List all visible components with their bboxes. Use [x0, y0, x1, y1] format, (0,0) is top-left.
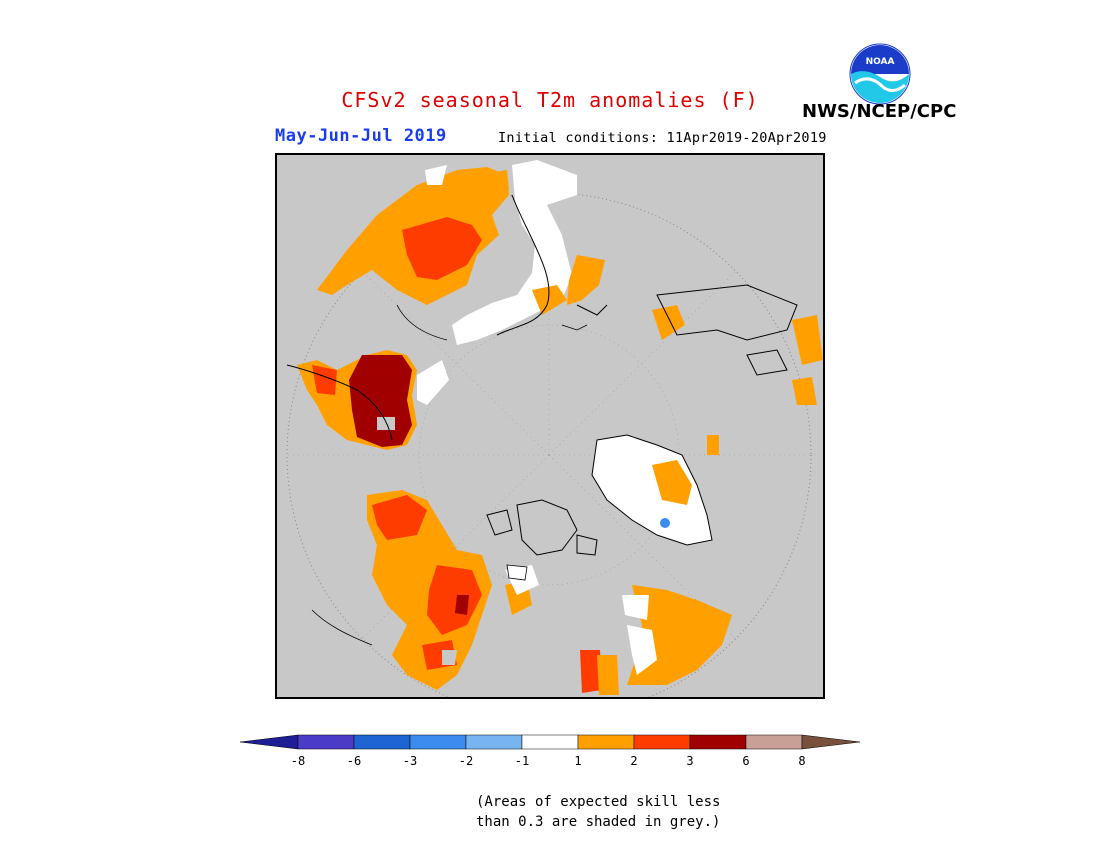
anomaly-region-scandinavia	[349, 355, 412, 447]
colorbar-tick-label: -3	[402, 754, 418, 768]
forecast-period: May-Jun-Jul 2019	[275, 126, 447, 146]
colorbar-swatch	[521, 734, 579, 750]
anomaly-region-greenland	[592, 435, 712, 545]
colorbar-tick-label: -8	[290, 754, 306, 768]
initial-conditions: Initial conditions: 11Apr2019-20Apr2019	[498, 130, 827, 146]
cold-anomaly-spot	[660, 518, 670, 528]
colorbar-tick-label: 1	[574, 754, 582, 768]
colorbar-swatch	[409, 734, 467, 750]
agency-label: NWS/NCEP/CPC	[802, 101, 957, 122]
colorbar-tick-label: 2	[630, 754, 638, 768]
skill-note-line1: (Areas of expected skill less	[476, 794, 721, 810]
colorbar-swatch	[633, 734, 691, 750]
logo-text: NOAA	[866, 57, 895, 67]
colorbar-tick-label: 6	[742, 754, 750, 768]
colorbar-cap-high	[801, 734, 861, 750]
colorbar-tick-label: 3	[686, 754, 694, 768]
colorbar-cap-low	[239, 734, 299, 750]
colorbar-swatch	[745, 734, 803, 750]
noaa-logo: NOAA	[849, 43, 911, 105]
map-svg	[277, 155, 823, 697]
anomaly-map	[275, 153, 825, 699]
skill-note: (Areas of expected skill less than 0.3 a…	[476, 792, 720, 832]
colorbar-tick-label: -1	[514, 754, 530, 768]
colorbar-tick-label: 8	[798, 754, 806, 768]
anomaly-region-africa	[427, 565, 482, 635]
colorbar-tick-label: -2	[458, 754, 474, 768]
colorbar-swatch	[689, 734, 747, 750]
skill-note-line2: than 0.3 are shaded in grey.)	[476, 814, 721, 830]
colorbar-tick-label: -6	[346, 754, 362, 768]
colorbar-swatch	[353, 734, 411, 750]
colorbar-swatch	[297, 734, 355, 750]
anomaly-region-central-siberia	[402, 217, 482, 280]
chart-title: CFSv2 seasonal T2m anomalies (F)	[341, 88, 759, 112]
graticule-circle	[286, 192, 812, 697]
colorbar-swatch	[465, 734, 523, 750]
colorbar	[239, 734, 861, 750]
colorbar-swatch	[577, 734, 635, 750]
